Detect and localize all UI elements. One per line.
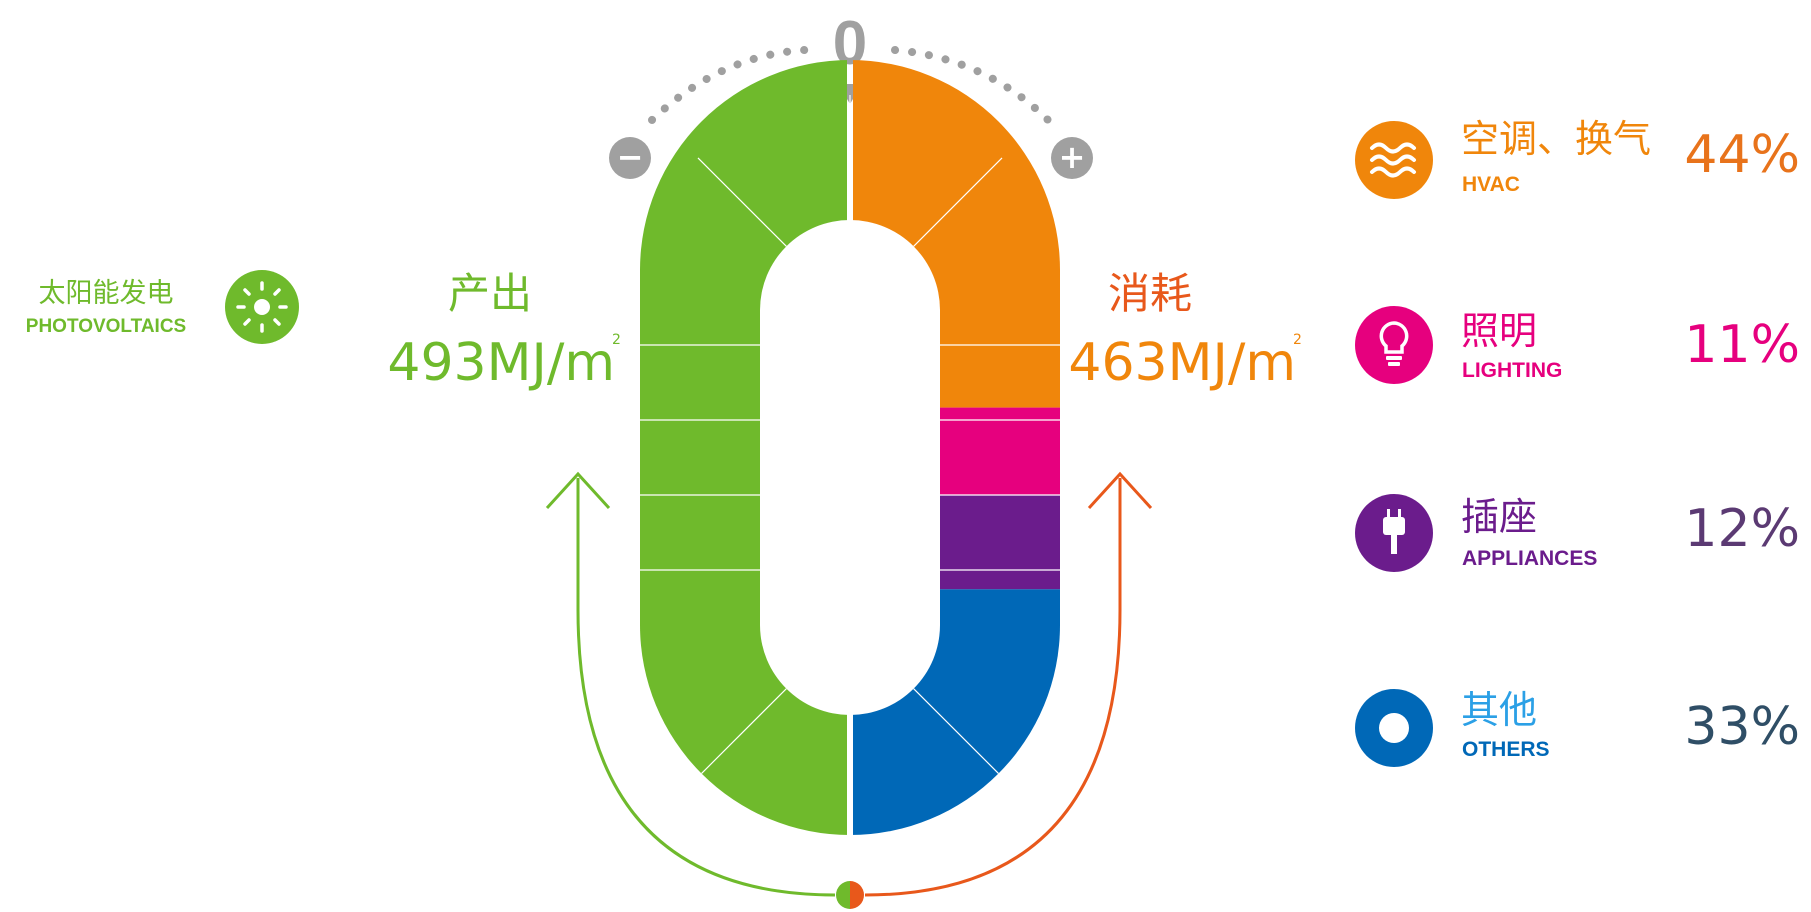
ring-segment-dividers [640,95,1060,835]
legend-percent-others: 33% [1684,697,1800,757]
legend-label-en-others: OTHERS [1462,738,1550,761]
production-arrowhead-icon [545,471,611,510]
lightbulb-icon [1355,306,1433,384]
legend-label-cn-hvac: 空调、换气 [1461,117,1651,161]
legend-item-lighting: 照明 LIGHTING 11% [1355,306,1800,384]
legend-label-cn-appliances: 插座 [1461,495,1537,539]
consumption-value: 463MJ/m [1068,333,1296,393]
balance-ring [640,60,1060,835]
production-label: 产出 [448,269,532,318]
production-flow-arrow [576,478,836,897]
minus-button[interactable]: − [609,137,651,179]
production-value: 493MJ/m [387,333,615,393]
legend-percent-lighting: 11% [1684,315,1800,375]
legend-label-en-hvac: HVAC [1462,173,1520,196]
consumption-summary: 消耗 463MJ/m 2 [1068,269,1302,393]
photovoltaics-source: 太阳能发电 PHOTOVOLTAICS [26,270,299,344]
waves-icon [1355,121,1433,199]
minus-icon: − [617,138,644,176]
consumption-flow-arrow [864,478,1122,897]
plus-button[interactable]: + [1051,137,1093,179]
consumption-label: 消耗 [1108,269,1192,318]
legend: 空调、换气 HVAC 44% 照明 LIGHTING 11% 插座 [1355,117,1800,767]
legend-item-hvac: 空调、换气 HVAC 44% [1355,117,1800,199]
legend-item-others: 其他 OTHERS 33% [1355,688,1800,767]
ring-icon [1355,689,1433,767]
consumption-arrowhead-icon [1087,471,1153,510]
flow-junction-icon [836,881,864,909]
production-unit-superscript: 2 [612,332,621,348]
legend-percent-appliances: 12% [1684,499,1800,559]
plug-icon [1355,494,1433,572]
sun-icon [225,270,299,344]
photovoltaics-label-en: PHOTOVOLTAICS [26,316,186,337]
legend-percent-hvac: 44% [1684,125,1800,185]
legend-label-cn-lighting: 照明 [1461,309,1537,353]
legend-label-cn-others: 其他 [1461,688,1537,732]
consumption-unit-superscript: 2 [1293,332,1302,348]
photovoltaics-label-cn: 太阳能发电 [39,278,174,309]
plus-icon: + [1059,138,1086,176]
dial-left-arc [648,46,809,124]
legend-label-en-appliances: APPLIANCES [1462,547,1597,570]
production-summary: 产出 493MJ/m 2 [387,269,621,393]
legend-label-en-lighting: LIGHTING [1462,359,1562,382]
flow-arrows [545,471,1153,909]
dial-right-arc [891,46,1052,124]
legend-item-appliances: 插座 APPLIANCES 12% [1355,494,1800,572]
